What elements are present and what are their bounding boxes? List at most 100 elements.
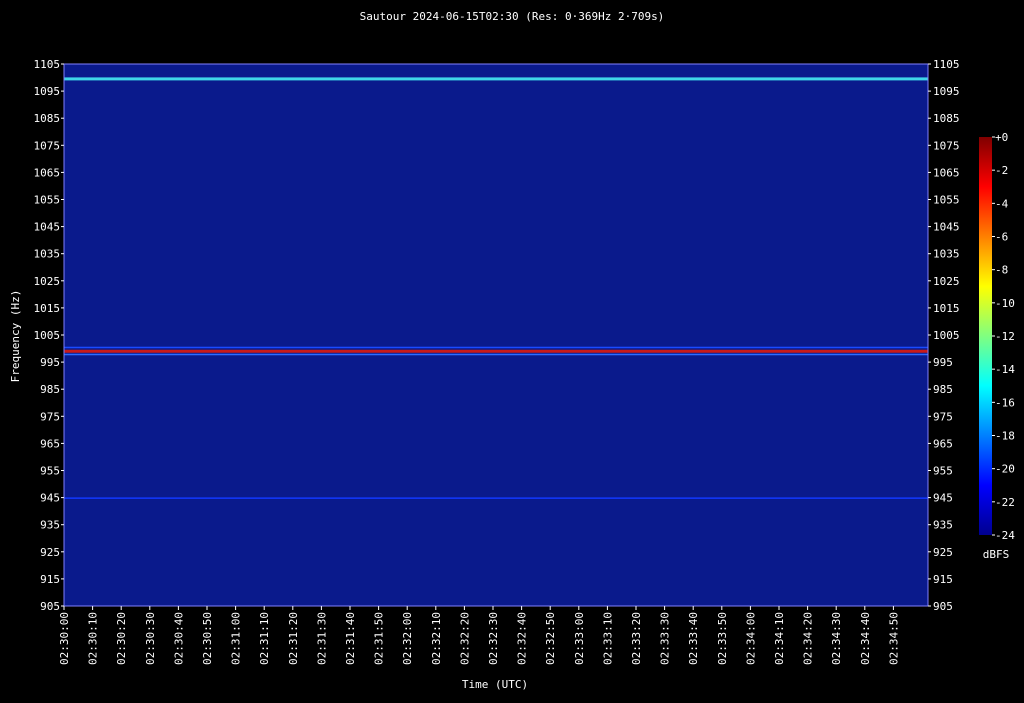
x-tick-label: 02:30:00 <box>58 612 71 665</box>
x-axis: 02:30:00 02:30:10 02:30:20 02:30:30 02:30:40… <box>58 606 900 665</box>
y-tick-label-right: 975 <box>933 410 953 423</box>
y-tick-label-right: 905 <box>933 600 953 613</box>
y-tick-label-left: 915 <box>40 573 60 586</box>
x-tick-label: 02:31:50 <box>373 612 386 665</box>
x-tick-label: 02:32:40 <box>516 612 529 665</box>
x-tick-label: 02:32:20 <box>458 612 471 665</box>
y-axis-right: 1105 1095 1085 1075 1065 1055 1045 1035 1025 1015… <box>928 58 960 613</box>
x-tick-label: 02:34:00 <box>744 612 757 665</box>
y-tick-label-right: 965 <box>933 437 953 450</box>
y-tick-label-right: 1015 <box>933 302 960 315</box>
colorbar-tick-label: -20 <box>995 463 1015 476</box>
colorbar-tick-label: -4 <box>995 197 1009 210</box>
signal-line-3 <box>64 353 928 356</box>
colorbar-tick-label: -8 <box>995 264 1008 277</box>
x-tick-label: 02:30:40 <box>172 612 185 665</box>
y-tick-label-right: 935 <box>933 519 953 532</box>
y-tick-label-right: 915 <box>933 573 953 586</box>
y-tick-label-left: 925 <box>40 546 60 559</box>
y-tick-label-left: 1025 <box>34 275 61 288</box>
colorbar-tick-label: -22 <box>995 496 1015 509</box>
colorbar-tick-label: -6 <box>995 231 1008 244</box>
y-tick-label-left: 1015 <box>34 302 61 315</box>
signal-line-1 <box>64 349 928 353</box>
colorbar-tick-label: +0 <box>995 131 1008 144</box>
x-tick-label: 02:31:40 <box>344 612 357 665</box>
colorbar-tick-label: -2 <box>995 164 1008 177</box>
y-tick-label-left: 965 <box>40 437 60 450</box>
y-tick-label-left: 995 <box>40 356 60 369</box>
y-tick-label-left: 935 <box>40 519 60 532</box>
y-tick-label-right: 1035 <box>933 248 960 261</box>
spectrogram-background <box>64 64 928 606</box>
x-tick-label: 02:31:00 <box>230 612 243 665</box>
x-tick-label: 02:33:00 <box>573 612 586 665</box>
y-tick-label-left: 1075 <box>34 139 61 152</box>
y-tick-label-left: 1035 <box>34 248 61 261</box>
x-tick-label: 02:31:20 <box>287 612 300 665</box>
x-tick-label: 02:33:10 <box>601 612 614 665</box>
x-axis-label: Time (UTC) <box>462 678 528 691</box>
colorbar-gradient <box>979 137 992 535</box>
y-tick-label-right: 955 <box>933 465 953 478</box>
colorbar-tick-label: -18 <box>995 430 1015 443</box>
y-tick-label-left: 955 <box>40 465 60 478</box>
y-tick-label-right: 1065 <box>933 166 960 179</box>
colorbar-tick-label: -14 <box>995 363 1015 376</box>
y-tick-label-right: 1055 <box>933 194 960 207</box>
colorbar-tick-label: -12 <box>995 330 1015 343</box>
y-tick-label-left: 905 <box>40 600 60 613</box>
x-tick-label: 02:30:10 <box>87 612 100 665</box>
x-tick-label: 02:34:40 <box>859 612 872 665</box>
x-tick-label: 02:31:30 <box>315 612 328 665</box>
y-tick-label-left: 1055 <box>34 194 61 207</box>
colorbar-tick-label: -10 <box>995 297 1015 310</box>
colorbar: +0 -2 -4 -6 -8 -10 -12 -14 -16 -18 -20 -22 -24 <box>979 131 1015 542</box>
x-tick-label: 02:30:30 <box>144 612 157 665</box>
y-tick-label-right: 1025 <box>933 275 960 288</box>
signal-line-4 <box>64 497 928 499</box>
y-tick-label-left: 985 <box>40 383 60 396</box>
y-tick-label-right: 1005 <box>933 329 960 342</box>
y-tick-label-right: 1095 <box>933 85 960 98</box>
x-tick-label: 02:34:10 <box>773 612 786 665</box>
y-tick-label-right: 1045 <box>933 221 960 234</box>
x-tick-label: 02:34:20 <box>802 612 815 665</box>
y-tick-label-right: 925 <box>933 546 953 559</box>
y-tick-label-left: 1065 <box>34 166 61 179</box>
x-tick-label: 02:32:30 <box>487 612 500 665</box>
signal-line-0 <box>64 77 928 81</box>
x-tick-label: 02:31:10 <box>258 612 271 665</box>
x-tick-label: 02:34:30 <box>830 612 843 665</box>
y-tick-label-right: 1085 <box>933 112 960 125</box>
x-tick-label: 02:33:40 <box>687 612 700 665</box>
y-tick-label-left: 1085 <box>34 112 61 125</box>
y-tick-label-right: 1075 <box>933 139 960 152</box>
x-tick-label: 02:30:20 <box>115 612 128 665</box>
x-tick-label: 02:33:20 <box>630 612 643 665</box>
colorbar-tick-label: -24 <box>995 529 1015 542</box>
signal-line-2 <box>64 346 928 349</box>
x-tick-label: 02:33:30 <box>659 612 672 665</box>
y-axis-left: 1105 1095 1085 1075 1065 1055 1045 1035 1025 1015… <box>34 58 64 613</box>
y-tick-label-right: 985 <box>933 383 953 396</box>
colorbar-label: dBFS <box>983 548 1010 561</box>
x-tick-label: 02:32:50 <box>544 612 557 665</box>
x-tick-label: 02:32:10 <box>430 612 443 665</box>
y-tick-label-left: 1105 <box>34 58 61 71</box>
x-tick-label: 02:32:00 <box>401 612 414 665</box>
chart-title: Sautour 2024-06-15T02:30 (Res: 0·369Hz 2… <box>360 10 665 23</box>
x-tick-label: 02:30:50 <box>201 612 214 665</box>
y-tick-label-right: 1105 <box>933 58 960 71</box>
plot-area <box>63 63 929 607</box>
y-tick-label-left: 945 <box>40 492 60 505</box>
y-tick-label-left: 975 <box>40 410 60 423</box>
x-tick-label: 02:34:50 <box>887 612 900 665</box>
colorbar-tick-label: -16 <box>995 396 1015 409</box>
x-tick-label: 02:33:50 <box>716 612 729 665</box>
y-tick-label-right: 945 <box>933 492 953 505</box>
y-axis-label: Frequency (Hz) <box>9 290 22 383</box>
y-tick-label-left: 1095 <box>34 85 61 98</box>
y-tick-label-left: 1045 <box>34 221 61 234</box>
